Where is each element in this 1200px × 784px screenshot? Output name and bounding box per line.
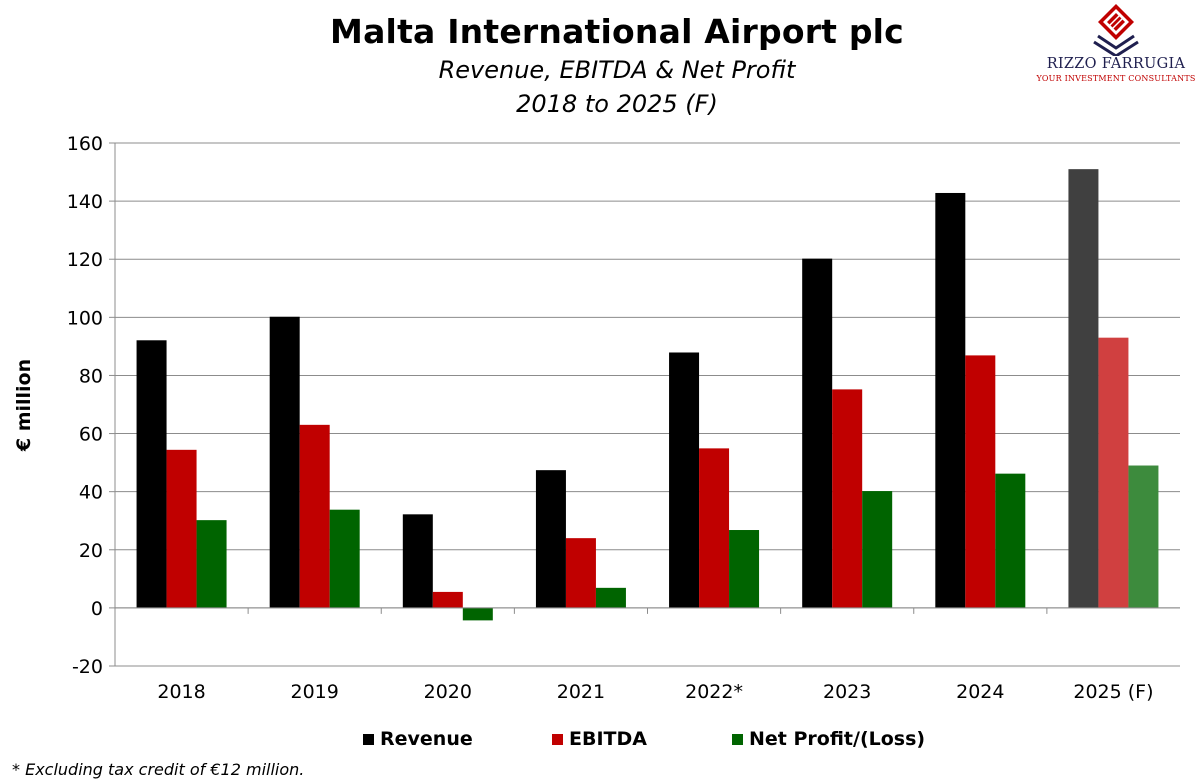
y-tick-label: 20 (79, 540, 103, 562)
y-tick-label: 40 (79, 482, 103, 504)
legend-swatch (732, 733, 743, 745)
x-tick-label: 2019 (291, 681, 339, 703)
bar-net-profit-loss (595, 587, 626, 608)
bar-ebitda (832, 389, 863, 608)
legend-label: EBITDA (569, 728, 647, 750)
bar-revenue (535, 470, 566, 608)
bar-revenue (802, 258, 833, 608)
legend-item-revenue: Revenue (363, 728, 473, 750)
bar-ebitda (432, 591, 463, 608)
legend-item-ebitda: EBITDA (552, 728, 647, 750)
legend-item-net-profit-loss: Net Profit/(Loss) (732, 728, 925, 750)
logo-name: RIZZO FARRUGIA (1046, 56, 1186, 72)
legend-swatch (552, 733, 563, 745)
x-tick-label: 2025 (F) (1073, 681, 1153, 703)
y-tick-label: 60 (79, 424, 103, 446)
legend-label: Revenue (380, 728, 473, 750)
bar-net-profit-loss (1128, 465, 1159, 608)
chart-legend: Revenue EBITDA Net Profit/(Loss) (0, 728, 1200, 752)
chart-subtitle: Revenue, EBITDA & Net Profit (438, 56, 796, 84)
y-tick-label: 160 (67, 133, 103, 155)
legend-swatch (363, 733, 374, 745)
x-tick-label: 2024 (956, 681, 1004, 703)
bar-revenue (669, 352, 700, 608)
bar-revenue (136, 340, 167, 608)
bar-revenue (402, 514, 433, 608)
bar-chart: -20 0 20 40 60 80 100 120 140 160 2018 2019 2020 2021… (67, 133, 1180, 703)
bar-ebitda (565, 538, 596, 608)
bar-revenue (1068, 169, 1099, 608)
x-tick-label: 2021 (557, 681, 605, 703)
y-tick-label: -20 (72, 656, 103, 678)
x-tick-label: 2022* (685, 681, 743, 703)
bar-ebitda (965, 355, 996, 608)
bar-net-profit-loss (462, 607, 493, 621)
legend-label: Net Profit/(Loss) (749, 728, 926, 750)
x-tick-label: 2020 (424, 681, 472, 703)
y-tick-label: 140 (67, 191, 103, 213)
chart-period: 2018 to 2025 (F) (516, 90, 718, 118)
bar-ebitda (166, 449, 197, 608)
bar-ebitda (299, 424, 330, 608)
chart-title: Malta International Airport plc (330, 12, 904, 51)
bar-ebitda (699, 448, 730, 608)
y-tick-label: 120 (67, 249, 103, 271)
logo-tagline: YOUR INVESTMENT CONSULTANTS (1036, 74, 1196, 83)
y-tick-label: 100 (67, 307, 103, 329)
bar-net-profit-loss (995, 473, 1026, 608)
bar-net-profit-loss (729, 530, 760, 608)
bar-net-profit-loss (329, 509, 360, 608)
y-tick-label: 0 (91, 598, 103, 620)
x-tick-label: 2023 (823, 681, 871, 703)
company-logo: RIZZO FARRUGIA YOUR INVESTMENT CONSULTAN… (1036, 2, 1196, 86)
footnote: * Excluding tax credit of €12 million. (12, 760, 305, 779)
bar-revenue (269, 316, 300, 608)
bar-ebitda (1098, 337, 1129, 608)
x-tick-label: 2018 (157, 681, 205, 703)
bar-net-profit-loss (196, 520, 227, 608)
bar-revenue (935, 192, 966, 608)
y-tick-label: 80 (79, 365, 103, 387)
bar-net-profit-loss (862, 491, 893, 608)
